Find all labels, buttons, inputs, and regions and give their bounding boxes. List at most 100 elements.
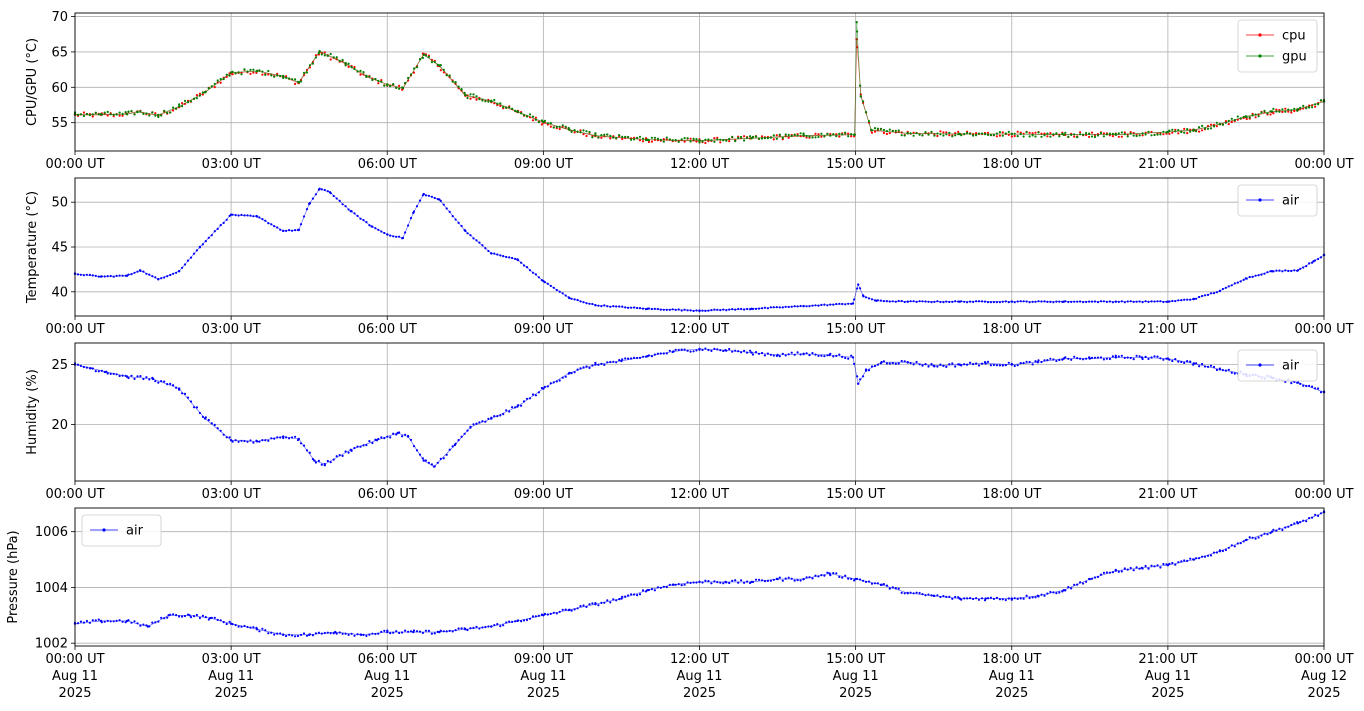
data-point <box>1070 358 1073 361</box>
data-point <box>838 575 841 579</box>
x-tick-year-label: 2025 <box>1151 686 1184 701</box>
data-point <box>514 406 517 409</box>
data-point <box>612 598 615 601</box>
data-point <box>291 634 294 637</box>
x-tick-label: 00:00 UT <box>45 157 104 172</box>
data-point <box>380 630 383 633</box>
data-point <box>1305 107 1308 110</box>
data-point <box>897 299 900 303</box>
data-point <box>276 74 279 77</box>
data-point <box>326 54 329 58</box>
data-point <box>751 353 755 356</box>
data-point <box>433 60 436 64</box>
data-point <box>1111 355 1114 358</box>
data-point <box>1055 300 1058 303</box>
data-point <box>167 614 170 617</box>
data-point <box>989 301 993 304</box>
x-tick-year-label: 2025 <box>839 686 872 701</box>
data-point <box>427 55 430 59</box>
data-point <box>870 131 874 134</box>
data-point <box>314 193 317 196</box>
data-point <box>383 437 386 440</box>
data-point <box>1114 356 1118 359</box>
data-point <box>1314 387 1317 390</box>
data-point <box>731 350 734 353</box>
data-point <box>1177 299 1180 302</box>
data-point <box>1215 125 1218 128</box>
data-point <box>966 597 969 600</box>
data-point <box>552 126 555 129</box>
data-point <box>389 85 392 88</box>
data-point <box>1031 596 1034 599</box>
data-point <box>1302 384 1305 387</box>
data-point <box>478 241 481 244</box>
data-point <box>576 607 579 610</box>
data-point <box>525 266 529 269</box>
data-point <box>522 400 526 403</box>
data-point <box>704 138 707 141</box>
data-point <box>246 214 249 217</box>
data-point <box>606 305 609 308</box>
data-point <box>160 380 163 383</box>
data-point <box>1096 301 1100 304</box>
data-point <box>1082 133 1085 136</box>
data-point <box>1162 358 1165 361</box>
data-point <box>228 436 231 439</box>
data-point <box>638 139 642 142</box>
data-point <box>918 133 921 136</box>
data-point <box>1073 355 1076 358</box>
x-tick-label: 00:00 UT <box>45 487 104 502</box>
data-point <box>112 275 115 278</box>
data-point <box>644 137 648 140</box>
data-point <box>862 295 865 298</box>
data-point <box>903 134 906 137</box>
data-point <box>412 71 416 74</box>
data-point <box>659 308 662 311</box>
data-point <box>784 577 787 580</box>
data-point <box>1168 132 1171 135</box>
data-point <box>609 360 612 364</box>
data-point <box>1248 275 1251 279</box>
data-point <box>1090 300 1094 303</box>
data-point <box>716 138 719 141</box>
data-point <box>832 133 835 136</box>
x-tick-label: 09:00 UT <box>514 652 573 667</box>
data-point <box>870 365 874 368</box>
data-point <box>686 349 689 352</box>
data-point <box>299 80 303 83</box>
data-point <box>862 100 865 103</box>
data-point <box>879 127 883 130</box>
data-point <box>1022 361 1025 365</box>
data-point <box>1117 570 1120 573</box>
data-point <box>1183 361 1186 364</box>
data-point <box>1260 273 1263 276</box>
data-point <box>954 134 957 137</box>
data-point <box>1203 127 1207 130</box>
data-point <box>313 459 316 462</box>
data-point <box>365 74 368 78</box>
data-point <box>79 364 82 367</box>
data-point <box>1090 131 1094 134</box>
data-point <box>888 128 891 131</box>
data-point <box>1031 363 1034 366</box>
data-point <box>1174 130 1177 133</box>
data-point <box>835 572 838 575</box>
data-point <box>350 66 353 69</box>
data-point <box>424 194 427 197</box>
data-point <box>958 597 961 600</box>
data-point <box>219 78 222 81</box>
data-point <box>600 136 603 139</box>
data-point <box>478 98 481 101</box>
data-point <box>249 439 252 442</box>
data-point <box>1055 132 1058 135</box>
data-point <box>734 579 737 582</box>
data-point <box>320 632 323 635</box>
data-point <box>347 208 350 211</box>
data-point <box>558 127 561 131</box>
data-point <box>203 417 207 420</box>
data-point <box>76 622 80 625</box>
data-point <box>1076 300 1079 303</box>
data-point <box>1275 529 1278 532</box>
data-point <box>1269 531 1272 535</box>
data-point <box>160 114 163 117</box>
